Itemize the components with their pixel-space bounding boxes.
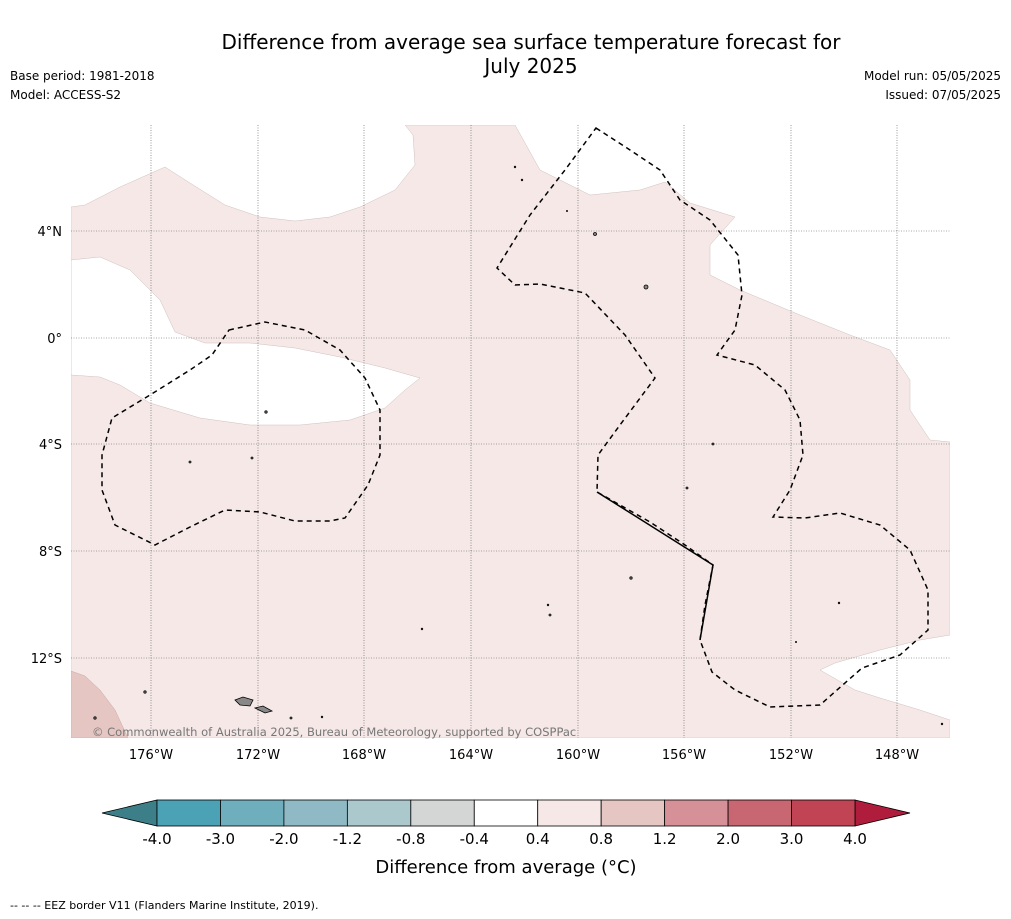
lon-label: 176°W: [129, 748, 173, 763]
lat-label: 8°S: [39, 545, 62, 560]
colorbar-tick-label: -0.8: [396, 830, 425, 848]
colorbar-tick-label: -0.4: [460, 830, 489, 848]
anomaly-fill-0-8-1-2: [71, 670, 129, 738]
lon-label: 164°W: [449, 748, 493, 763]
model-name: Model: ACCESS-S2: [10, 88, 122, 102]
colorbar-bin: [537, 799, 602, 827]
eez-kiribati-phoenix: [496, 126, 929, 708]
eez-legend-note: -- -- -- EEZ border V11 (Flanders Marine…: [10, 899, 319, 912]
map-area: [71, 125, 950, 738]
lon-label: 152°W: [769, 748, 813, 763]
island-samoa-2: [253, 705, 274, 714]
base-period: Base period: 1981-2018: [10, 69, 155, 83]
colorbar-tick-label: -4.0: [142, 830, 171, 848]
colorbar-bin: [346, 799, 412, 827]
meta-left: Base period: 1981-2018 Model: ACCESS-S2: [10, 67, 155, 105]
lon-label: 168°W: [342, 748, 386, 763]
colorbar-bin: [600, 799, 666, 827]
anomaly-fill-0-4-0-8: [71, 125, 950, 738]
colorbar-tick-label: 0.4: [526, 830, 550, 848]
colorbar-bin: [791, 799, 856, 827]
colorbar-tick-label: 1.2: [653, 830, 677, 848]
lat-label: 4°S: [39, 438, 62, 453]
lat-label: 4°N: [38, 225, 63, 240]
colorbar: -4.0 -3.0 -2.0 -1.2 -0.8 -0.4 0.4 0.8 1.2 2.0 3.0 4…: [101, 799, 911, 878]
colorbar-bin: [283, 799, 348, 827]
colorbar-tick-label: 4.0: [843, 830, 867, 848]
colorbar-under-arrow: [101, 799, 158, 827]
colorbar-tick-label: 3.0: [780, 830, 804, 848]
lat-label: 12°S: [31, 652, 62, 667]
eez-borders: [101, 126, 929, 708]
lon-label: 160°W: [556, 748, 600, 763]
title-line-2: July 2025: [484, 54, 578, 78]
colorbar-bin: [156, 799, 221, 827]
colorbar-over-arrow: [854, 799, 911, 827]
colorbar-tick-label: 2.0: [716, 830, 740, 848]
eez-solid-border: [596, 491, 714, 566]
lon-labels: 176°W 172°W 168°W 164°W 160°W 156°W 152°…: [129, 748, 919, 763]
eez-solid-border-2: [699, 564, 714, 641]
colorbar-bin: [410, 799, 475, 827]
islands: [93, 165, 944, 726]
meta-right: Model run: 05/05/2025 Issued: 07/05/2025: [864, 67, 1001, 105]
colorbar-label: Difference from average (°C): [375, 857, 636, 878]
lat-label: 0°: [47, 332, 62, 347]
lon-label: 156°W: [662, 748, 706, 763]
colorbar-tick-label: 0.8: [589, 830, 613, 848]
colorbar-bin: [727, 799, 792, 827]
colorbar-bin: [220, 799, 285, 827]
colorbar-tick-label: -3.0: [206, 830, 235, 848]
colorbar-tick-label: -2.0: [269, 830, 298, 848]
gridlines: [71, 125, 950, 738]
title-line-1: Difference from average sea surface temp…: [221, 30, 841, 54]
lon-label: 172°W: [236, 748, 280, 763]
colorbar-bin: [473, 799, 539, 827]
island-samoa-1: [234, 696, 254, 707]
issued-date: Issued: 07/05/2025: [885, 88, 1001, 102]
lon-label: 148°W: [875, 748, 919, 763]
colorbar-bin: [664, 799, 729, 827]
colorbar-tick-label: -1.2: [333, 830, 362, 848]
eez-tuvalu-tokelau: [101, 321, 381, 546]
copyright-notice: © Commonwealth of Australia 2025, Bureau…: [92, 725, 576, 739]
model-run: Model run: 05/05/2025: [863, 69, 1001, 83]
map-title: Difference from average sea surface temp…: [0, 30, 1011, 78]
lat-labels: 4°N 0° 4°S 8°S 12°S: [31, 225, 62, 667]
